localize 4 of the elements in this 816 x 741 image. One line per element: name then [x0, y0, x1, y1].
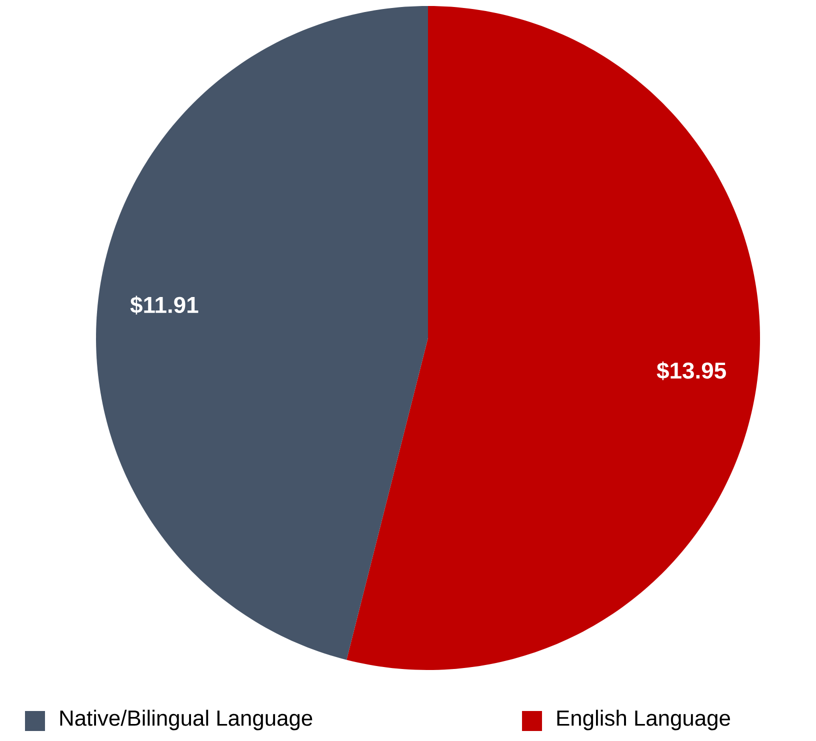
data-label: $13.95 — [656, 361, 726, 380]
legend-label: English Language — [557, 710, 730, 730]
data-label: $11.91 — [130, 296, 198, 315]
legend-label: Native/Bilingual Language — [60, 710, 312, 730]
